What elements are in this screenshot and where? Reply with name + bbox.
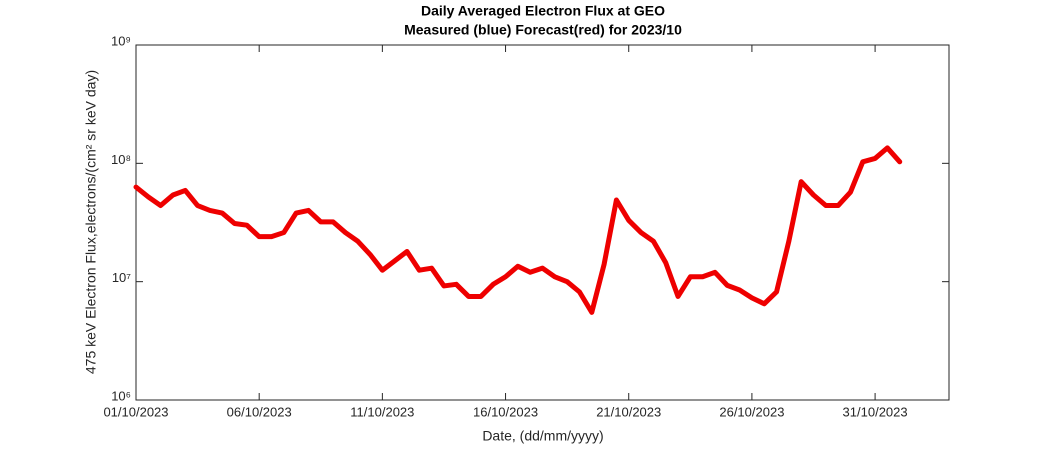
data-line	[133, 145, 903, 315]
x-tick-label: 16/10/2023	[473, 404, 538, 419]
x-tick-label: 26/10/2023	[719, 404, 784, 419]
x-tick-label: 11/10/2023	[350, 404, 414, 419]
y-axis-label: 475 keV Electron Flux,electrons/(cm² sr …	[83, 70, 99, 374]
plot-frame	[135, 44, 950, 401]
y-tick-label: 10⁶	[111, 388, 131, 403]
x-axis-label: Date, (dd/mm/yyyy)	[482, 428, 603, 444]
chart-subtitle: Measured (blue) Forecast(red) for 2023/1…	[404, 22, 682, 38]
y-tick-label: 10⁷	[112, 270, 131, 285]
x-tick-label: 01/10/2023	[103, 404, 168, 419]
y-tick-label: 10⁸	[111, 152, 131, 167]
x-tick-label: 06/10/2023	[227, 404, 292, 419]
chart-title: Daily Averaged Electron Flux at GEO	[421, 3, 665, 19]
x-tick-label: 21/10/2023	[596, 404, 661, 419]
y-tick-label: 10⁹	[111, 33, 131, 48]
x-tick-label: 31/10/2023	[843, 404, 908, 419]
